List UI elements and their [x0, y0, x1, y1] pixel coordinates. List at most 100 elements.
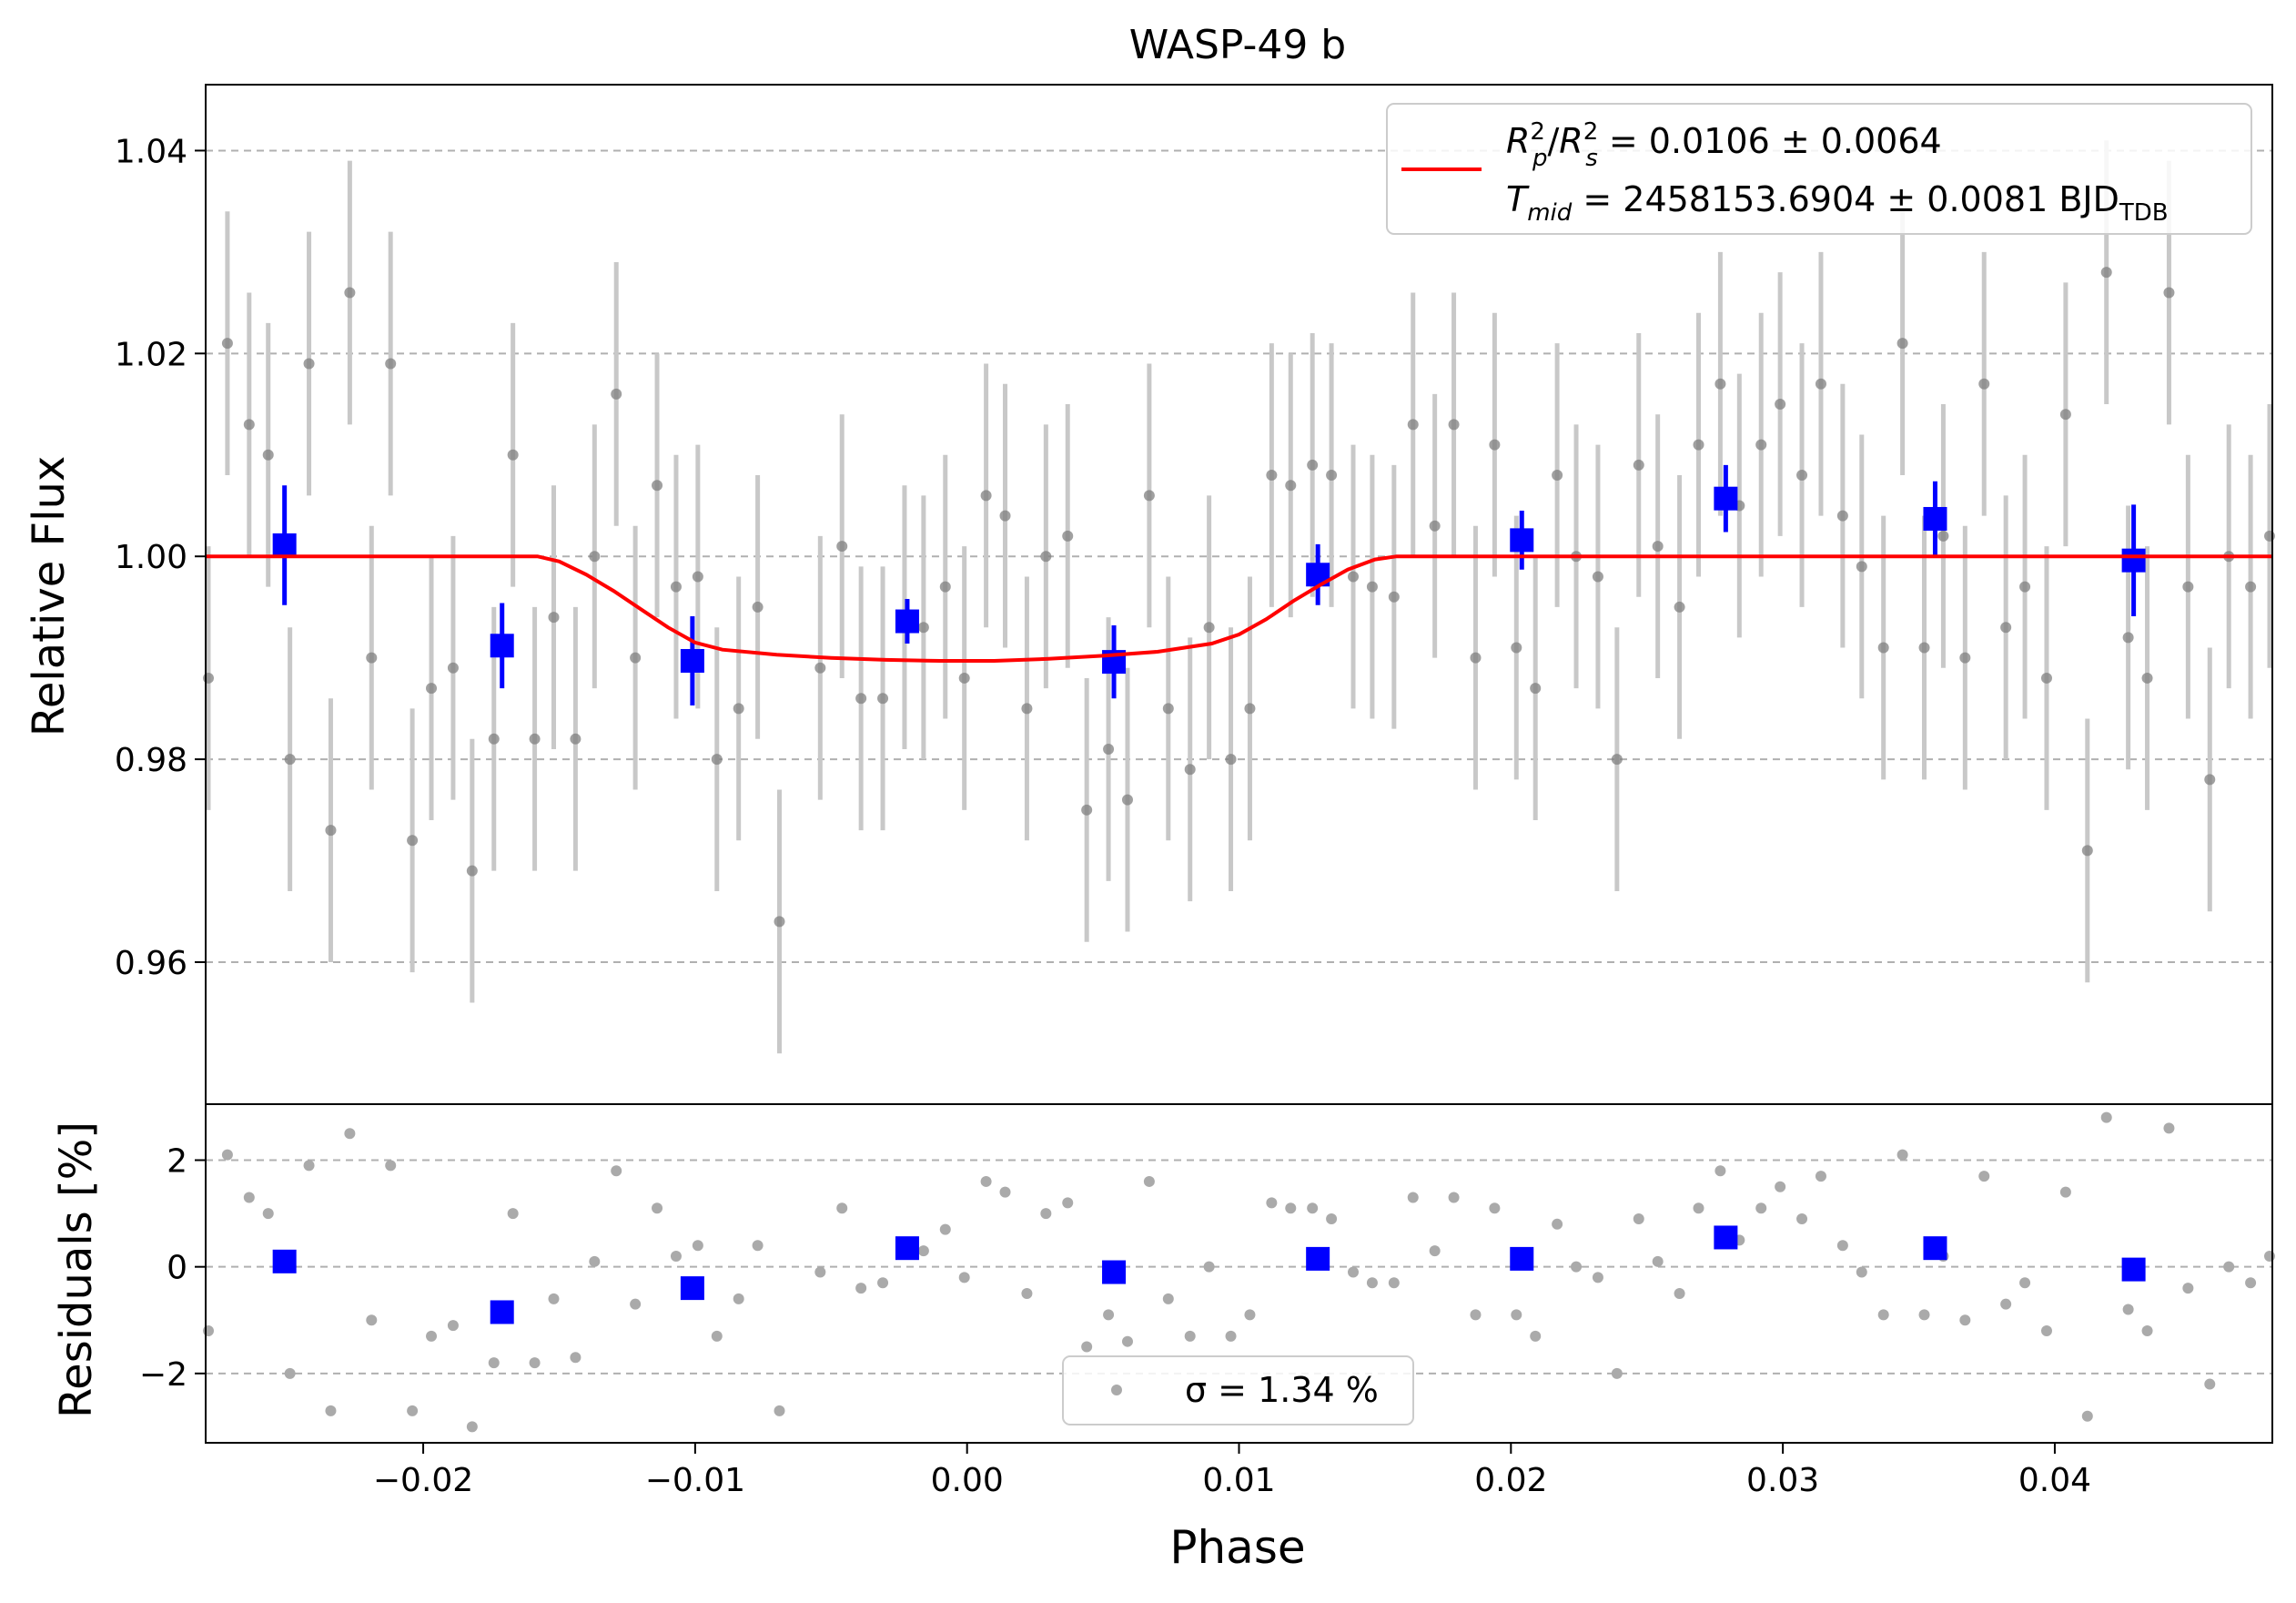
residual-raw-point	[1489, 1202, 1501, 1214]
residual-raw-point	[1021, 1287, 1033, 1299]
residual-raw-point	[1407, 1192, 1419, 1203]
raw-point	[262, 449, 274, 461]
residual-binned-point	[490, 1300, 514, 1324]
residuals-y-axis-label: Residuals [%]	[51, 1121, 102, 1418]
residual-raw-point	[1121, 1335, 1133, 1347]
raw-point	[466, 865, 478, 877]
residual-raw-point	[774, 1405, 785, 1416]
raw-point	[1307, 459, 1319, 471]
residuals-y-tick-label: 2	[167, 1143, 187, 1181]
raw-point	[2204, 774, 2216, 786]
raw-point	[1081, 804, 1093, 816]
raw-point	[814, 662, 826, 674]
raw-point	[1674, 601, 1685, 613]
raw-point	[2081, 845, 2093, 857]
raw-point	[939, 581, 951, 593]
main-y-tick-label: 0.96	[115, 945, 187, 982]
raw-point	[2019, 581, 2031, 593]
raw-point	[752, 601, 764, 613]
residual-raw-point	[466, 1421, 478, 1433]
residual-raw-point	[2182, 1283, 2194, 1294]
residual-binned-point	[1510, 1246, 1534, 1271]
residual-raw-point	[1592, 1272, 1603, 1283]
residual-raw-point	[1815, 1171, 1826, 1182]
raw-point	[774, 916, 785, 928]
residuals-y-ticks: −2 0 2	[139, 1143, 206, 1394]
raw-point	[1552, 470, 1563, 482]
main-y-tick-label: 1.02	[115, 336, 187, 373]
residual-raw-point	[2000, 1298, 2012, 1310]
raw-point	[284, 754, 296, 766]
residual-raw-point	[917, 1245, 929, 1257]
residuals-raw-series	[202, 1111, 2276, 1433]
raw-point	[855, 693, 867, 705]
residual-raw-point	[1225, 1330, 1237, 1342]
x-tick-label: 0.00	[931, 1462, 1004, 1499]
residual-raw-point	[1244, 1309, 1256, 1321]
residual-raw-point	[548, 1293, 560, 1304]
raw-point	[652, 480, 663, 492]
main-y-tick-label: 0.98	[115, 742, 187, 779]
raw-point	[1937, 530, 1949, 542]
raw-point	[488, 733, 500, 745]
raw-point	[426, 683, 438, 695]
residual-raw-point	[262, 1208, 274, 1220]
residual-raw-point	[2163, 1122, 2175, 1134]
raw-point	[1755, 439, 1767, 451]
raw-point	[917, 622, 929, 634]
residual-raw-point	[1470, 1309, 1482, 1321]
residuals-legend-swatch	[1111, 1385, 1122, 1395]
residual-raw-point	[1611, 1367, 1623, 1379]
main-panel: 0.96 0.98 1.00 1.02 1.04 Relative Flux R2 p/R…	[24, 84, 2276, 1105]
raw-point	[344, 287, 356, 299]
residual-raw-point	[999, 1186, 1011, 1198]
residual-raw-point	[1162, 1293, 1174, 1304]
residual-raw-point	[1326, 1212, 1338, 1224]
residual-raw-point	[836, 1202, 848, 1214]
raw-point	[1040, 551, 1052, 563]
residuals-legend-box	[1062, 1355, 1414, 1425]
main-legend-label-1: R2 p/R2 s = 0.0106 ± 0.0064	[1506, 118, 1942, 172]
residual-raw-point	[939, 1223, 951, 1235]
residual-raw-point	[1203, 1261, 1215, 1273]
residual-raw-point	[1348, 1266, 1360, 1278]
raw-point	[2000, 622, 2012, 634]
raw-point	[1489, 439, 1501, 451]
raw-point	[589, 551, 601, 563]
residual-raw-point	[814, 1266, 826, 1278]
residual-raw-point	[1448, 1192, 1460, 1203]
raw-point	[1978, 378, 1990, 390]
residual-raw-point	[877, 1277, 889, 1289]
residual-raw-point	[325, 1405, 337, 1416]
residual-raw-point	[652, 1202, 663, 1214]
residual-raw-point	[1714, 1165, 1726, 1177]
raw-point	[303, 358, 315, 370]
residual-raw-point	[243, 1192, 255, 1203]
main-y-tick-label: 1.00	[115, 539, 187, 576]
residual-raw-point	[529, 1357, 541, 1369]
raw-point	[529, 733, 541, 745]
residual-raw-point	[711, 1330, 723, 1342]
residual-raw-point	[1040, 1208, 1052, 1220]
residual-raw-point	[366, 1314, 378, 1326]
raw-point	[1366, 581, 1378, 593]
residual-raw-point	[1633, 1212, 1644, 1224]
raw-point	[1388, 591, 1400, 603]
raw-point	[243, 419, 255, 431]
residual-raw-point	[1959, 1314, 1971, 1326]
raw-point	[1285, 480, 1297, 492]
residual-raw-point	[488, 1357, 500, 1369]
raw-point	[570, 733, 582, 745]
residual-raw-point	[284, 1367, 296, 1379]
raw-point	[1266, 470, 1278, 482]
raw-point	[1470, 652, 1482, 664]
residual-raw-point	[570, 1352, 582, 1364]
binned-point	[680, 648, 704, 673]
residual-raw-point	[1896, 1149, 1908, 1161]
residual-raw-point	[2100, 1111, 2112, 1123]
raw-point	[1592, 571, 1603, 583]
residual-binned-point	[680, 1276, 704, 1301]
main-binned-series	[272, 464, 2146, 706]
raw-point	[1693, 439, 1704, 451]
